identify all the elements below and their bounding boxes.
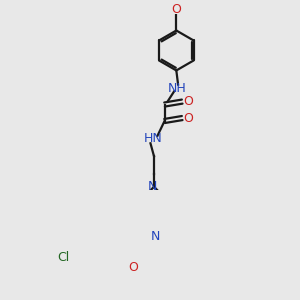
Text: NH: NH [168, 82, 187, 94]
Text: Cl: Cl [57, 251, 69, 264]
Text: N: N [151, 230, 160, 243]
Text: O: O [171, 3, 181, 16]
Text: O: O [128, 262, 138, 275]
Text: N: N [148, 180, 158, 193]
Text: O: O [183, 112, 193, 124]
Text: HN: HN [143, 132, 162, 145]
Text: O: O [183, 95, 193, 108]
